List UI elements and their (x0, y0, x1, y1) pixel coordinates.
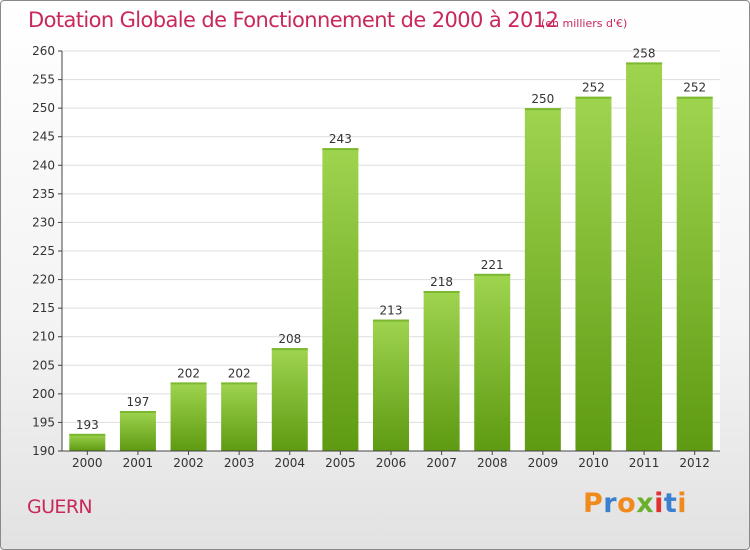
bar (575, 96, 612, 451)
bar (271, 348, 308, 451)
bar-top-edge (271, 348, 308, 351)
logo-letter: i (654, 488, 664, 519)
x-tick-label: 2009 (528, 456, 559, 470)
y-tick-label: 245 (32, 130, 55, 144)
bar-value-label: 208 (278, 332, 301, 346)
bar-value-label: 243 (329, 132, 352, 146)
x-tick-label: 2012 (679, 456, 710, 470)
x-tick-label: 2005 (325, 456, 356, 470)
bar (474, 273, 511, 451)
logo-letter: t (663, 488, 678, 519)
x-tick-label: 2006 (376, 456, 407, 470)
y-tick-label: 220 (32, 273, 55, 287)
bar-top-edge (575, 96, 612, 99)
bar-top-edge (373, 319, 409, 322)
bar-top-edge (170, 382, 207, 385)
bar (626, 62, 663, 452)
x-tick-label: 2000 (72, 456, 103, 470)
bar-value-label: 252 (582, 81, 605, 95)
logo-letter: i (677, 488, 688, 519)
bar-top-edge (626, 62, 663, 65)
logo-letter: P (583, 488, 604, 519)
bar-value-label: 258 (633, 46, 656, 60)
x-tick-label: 2004 (274, 456, 305, 470)
bar (119, 411, 156, 451)
logo-letter: o (617, 488, 637, 519)
bar (524, 108, 561, 452)
x-tick-label: 2010 (578, 456, 609, 470)
x-tick-label: 2011 (629, 456, 660, 470)
y-tick-label: 250 (32, 101, 55, 115)
bar-top-edge (474, 273, 511, 276)
town-name: GUERN (27, 496, 93, 518)
bar-value-label: 221 (481, 258, 504, 272)
y-tick-label: 225 (32, 244, 55, 258)
bar-top-edge (119, 411, 156, 413)
logo-letter: r (603, 488, 618, 519)
logo-letter: x (636, 488, 655, 519)
x-tick-label: 2008 (477, 456, 508, 470)
y-tick-label: 215 (32, 301, 55, 315)
bar-value-label: 250 (531, 92, 554, 106)
y-tick-label: 255 (32, 73, 55, 87)
y-tick-label: 195 (32, 415, 55, 429)
bar-value-label: 202 (228, 366, 251, 380)
x-tick-label: 2007 (426, 456, 457, 470)
bar (676, 96, 713, 451)
y-tick-label: 260 (32, 44, 55, 58)
y-tick-label: 235 (32, 187, 55, 201)
x-tick-label: 2002 (173, 456, 204, 470)
x-tick-label: 2001 (123, 456, 154, 470)
y-tick-label: 210 (32, 330, 55, 344)
bar (423, 291, 460, 451)
bar-value-label: 197 (126, 395, 149, 409)
bar-top-edge (676, 96, 713, 99)
bar-top-edge (524, 108, 561, 111)
bar-value-label: 218 (430, 275, 453, 289)
y-tick-label: 205 (32, 358, 55, 372)
bar-value-label: 252 (683, 81, 706, 95)
bar-value-label: 193 (76, 418, 99, 432)
bar (170, 382, 207, 451)
bar (322, 148, 359, 451)
bar-top-edge (423, 291, 460, 293)
bar (373, 319, 409, 451)
y-tick-label: 230 (32, 215, 55, 229)
y-tick-label: 190 (32, 444, 55, 458)
bar-top-edge (69, 433, 106, 436)
y-tick-label: 240 (32, 158, 55, 172)
proxiti-logo: Proxiti (583, 488, 687, 519)
bar-top-edge (221, 382, 258, 385)
chart-unit: (en milliers d'€) (541, 17, 628, 30)
bar-value-label: 213 (380, 304, 403, 318)
bar (221, 382, 258, 451)
x-tick-label: 2003 (224, 456, 255, 470)
bar-value-label: 202 (177, 366, 200, 380)
chart-title: Dotation Globale de Fonctionnement de 20… (28, 8, 559, 32)
y-tick-label: 200 (32, 387, 55, 401)
bar (69, 433, 106, 451)
bar-top-edge (322, 148, 359, 151)
